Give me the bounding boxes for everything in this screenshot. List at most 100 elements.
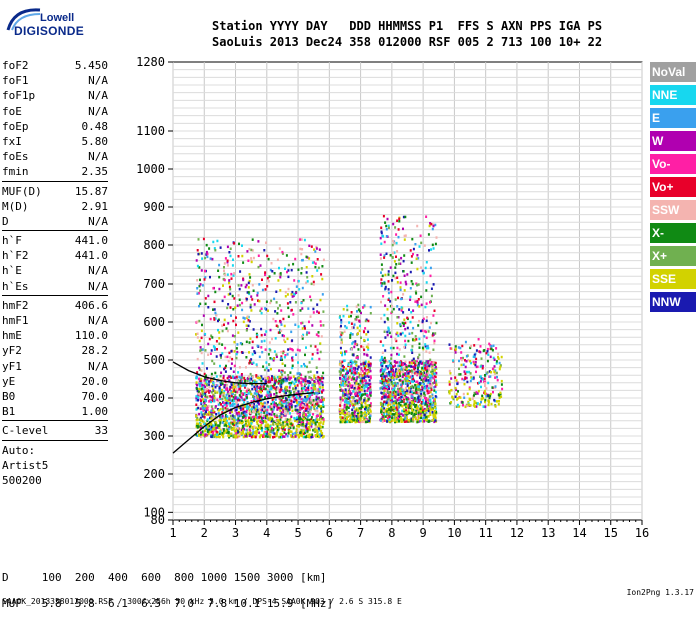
- echo-point: [432, 397, 434, 400]
- echo-point: [362, 380, 364, 383]
- echo-point: [380, 243, 382, 246]
- echo-point: [256, 405, 258, 408]
- echo-point: [406, 377, 408, 380]
- echo-point: [425, 410, 427, 413]
- echo-point: [198, 320, 200, 323]
- echo-point: [222, 383, 224, 386]
- echo-point: [263, 408, 265, 411]
- echo-point: [303, 412, 305, 415]
- echo-point: [369, 367, 371, 370]
- echo-point: [202, 434, 204, 437]
- echo-point: [346, 384, 348, 387]
- echo-point: [355, 379, 357, 382]
- echo-point: [340, 319, 342, 322]
- echo-point: [383, 314, 385, 317]
- echo-point: [388, 330, 390, 333]
- echo-point: [250, 309, 252, 312]
- echo-point: [246, 390, 248, 393]
- echo-point: [218, 337, 220, 340]
- echo-point: [308, 395, 310, 398]
- echo-point: [429, 403, 431, 406]
- x-tick-label: 14: [572, 526, 586, 540]
- echo-point: [387, 417, 389, 420]
- echo-point: [213, 399, 215, 402]
- echo-point: [339, 364, 341, 367]
- echo-point: [204, 423, 206, 426]
- echo-point: [220, 408, 222, 411]
- echo-point: [381, 363, 383, 366]
- echo-point: [299, 238, 301, 241]
- echo-point: [367, 338, 369, 341]
- echo-point: [387, 317, 389, 320]
- echo-point: [346, 416, 348, 419]
- echo-point: [310, 420, 312, 423]
- echo-point: [196, 279, 198, 282]
- echo-point: [426, 302, 428, 305]
- echo-point: [268, 381, 270, 384]
- echo-point: [200, 419, 202, 422]
- echo-point: [345, 389, 347, 392]
- echo-point: [426, 376, 428, 379]
- echo-point: [395, 298, 397, 301]
- echo-point: [281, 426, 283, 429]
- echo-point: [383, 215, 385, 218]
- echo-point: [403, 323, 405, 326]
- echo-point: [307, 380, 309, 383]
- echo-point: [211, 349, 213, 352]
- echo-point: [248, 248, 250, 251]
- echo-point: [293, 391, 295, 394]
- echo-point: [237, 331, 239, 334]
- echo-point: [390, 354, 392, 357]
- echo-point: [272, 401, 274, 404]
- echo-point: [423, 392, 425, 395]
- echo-point: [282, 421, 284, 424]
- echo-point: [234, 306, 236, 309]
- echo-point: [424, 367, 426, 370]
- echo-point: [315, 434, 317, 437]
- echo-point: [273, 357, 275, 360]
- echo-point: [223, 402, 225, 405]
- echo-point: [306, 398, 308, 401]
- echo-point: [342, 399, 344, 402]
- echo-point: [355, 382, 357, 385]
- echo-point: [294, 324, 296, 327]
- echo-point: [303, 418, 305, 421]
- echo-point: [200, 436, 202, 439]
- echo-point: [219, 436, 221, 439]
- echo-point: [285, 418, 287, 421]
- echo-point: [211, 360, 213, 363]
- echo-point: [313, 311, 315, 314]
- echo-point: [197, 336, 199, 339]
- echo-point: [344, 353, 346, 356]
- echo-point: [410, 311, 412, 314]
- echo-point: [231, 358, 233, 361]
- echo-point: [427, 372, 429, 375]
- echo-point: [214, 312, 216, 315]
- echo-point: [252, 410, 254, 413]
- echo-point: [340, 421, 342, 424]
- echo-point: [359, 320, 361, 323]
- echo-point: [298, 377, 300, 380]
- echo-point: [380, 419, 382, 422]
- echo-point: [207, 354, 209, 357]
- echo-point: [414, 384, 416, 387]
- echo-point: [391, 391, 393, 394]
- echo-point: [270, 368, 272, 371]
- echo-point: [414, 300, 416, 303]
- echo-point: [268, 385, 270, 388]
- echo-point: [224, 274, 226, 277]
- echo-point: [250, 304, 252, 307]
- echo-point: [311, 275, 313, 278]
- echo-point: [436, 236, 438, 239]
- y-tick-label: 100: [143, 505, 165, 519]
- echo-point: [360, 407, 362, 410]
- echo-point: [322, 386, 324, 389]
- echo-point: [204, 402, 206, 405]
- echo-point: [239, 366, 241, 369]
- echo-point: [227, 246, 229, 249]
- echo-point: [256, 393, 258, 396]
- echo-point: [253, 406, 255, 409]
- echo-point: [290, 400, 292, 403]
- echo-point: [350, 365, 352, 368]
- echo-point: [386, 253, 388, 256]
